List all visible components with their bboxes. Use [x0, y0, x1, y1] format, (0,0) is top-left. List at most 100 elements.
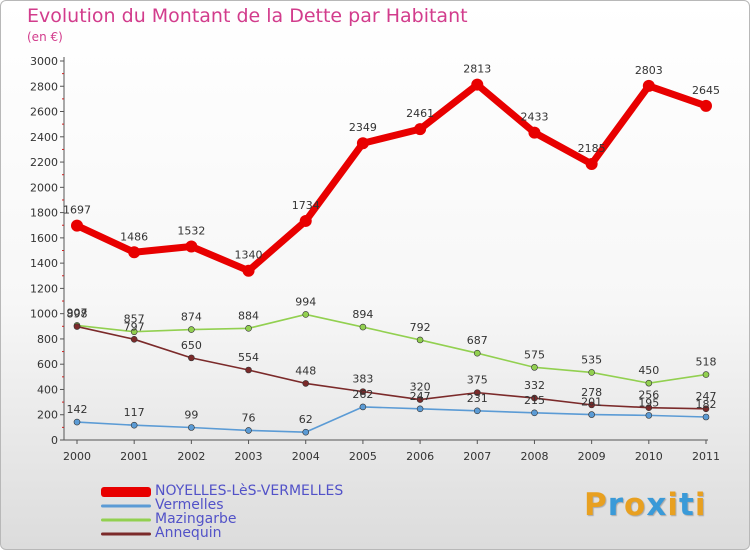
data-point-0 — [128, 246, 141, 259]
data-label-3: 383 — [352, 373, 373, 386]
series-line-3 — [76, 325, 707, 410]
y-tick-label: 600 — [37, 358, 58, 371]
legend-swatch-annequin — [101, 532, 151, 536]
x-tick-label: 2008 — [520, 450, 548, 463]
y-tick-label: 2800 — [30, 80, 58, 93]
legend-label-noyelles: NOYELLES-LèS-VERMELLES — [155, 483, 344, 499]
chart-title: Evolution du Montant de la Dette par Hab… — [27, 5, 468, 27]
data-point-1 — [645, 412, 653, 419]
data-label-2: 884 — [238, 309, 259, 322]
data-point-2 — [702, 371, 710, 378]
data-label-1: 247 — [410, 390, 431, 403]
data-point-2 — [588, 369, 595, 376]
data-label-3: 375 — [467, 374, 488, 387]
data-point-1 — [588, 411, 595, 418]
y-tick-label: 200 — [37, 409, 58, 422]
data-label-2: 687 — [467, 334, 488, 347]
x-tick-label: 2004 — [292, 450, 320, 463]
data-point-3 — [473, 389, 481, 396]
data-point-1 — [188, 424, 195, 431]
data-point-0 — [299, 214, 312, 227]
series-line-2 — [76, 313, 707, 384]
data-label-0: 2433 — [520, 111, 548, 124]
data-label-1: 76 — [242, 411, 256, 424]
data-point-0 — [71, 219, 83, 232]
data-label-0: 1734 — [292, 199, 320, 212]
data-label-3: 247 — [696, 390, 717, 403]
y-tick-label: 0 — [51, 434, 58, 447]
legend-label-mazingarbe: Mazingarbe — [155, 511, 237, 527]
data-label-2: 518 — [696, 356, 717, 369]
data-label-1: 99 — [184, 408, 198, 421]
data-point-2 — [359, 323, 367, 331]
data-label-2: 792 — [410, 321, 431, 334]
logo-letter: o — [624, 487, 647, 523]
data-point-0 — [356, 137, 369, 150]
data-label-2: 994 — [295, 295, 316, 308]
y-tick-label: 2200 — [30, 156, 58, 169]
data-point-3 — [188, 354, 195, 362]
logo-letter: i — [667, 487, 679, 523]
data-label-3: 898 — [67, 308, 88, 321]
data-point-1 — [302, 428, 310, 436]
chart-subtitle: (en €) — [27, 30, 63, 44]
legend-label-annequin: Annequin — [155, 525, 222, 541]
data-label-2: 575 — [524, 348, 545, 361]
data-point-0 — [528, 126, 541, 139]
data-point-0 — [414, 123, 427, 136]
data-label-3: 256 — [638, 389, 659, 402]
x-tick-label: 2001 — [120, 450, 148, 463]
data-label-1: 62 — [299, 413, 313, 426]
data-point-1 — [245, 427, 252, 434]
data-point-3 — [416, 396, 424, 403]
data-label-0: 1532 — [177, 224, 205, 237]
legend-swatch-mazingarbe — [101, 518, 151, 522]
x-tick-label: 2006 — [406, 450, 434, 463]
data-label-3: 320 — [410, 381, 431, 394]
proxiti-logo: Proxiti — [584, 487, 706, 523]
data-label-0: 1486 — [120, 230, 148, 243]
data-label-0: 2349 — [349, 121, 377, 134]
data-point-1 — [473, 407, 481, 415]
y-tick-label: 1400 — [30, 257, 58, 270]
data-label-2: 894 — [352, 308, 373, 321]
x-tick-label: 2009 — [578, 450, 606, 463]
data-point-2 — [130, 328, 138, 336]
data-label-0: 2185 — [578, 142, 606, 155]
data-label-1: 201 — [581, 396, 602, 409]
data-label-1: 262 — [352, 388, 373, 401]
data-point-1 — [416, 405, 424, 413]
data-label-2: 907 — [67, 306, 88, 319]
legend-swatch-noyelles — [101, 487, 151, 497]
series-line-1 — [76, 406, 707, 433]
data-label-2: 450 — [638, 364, 659, 377]
y-tick-label: 1000 — [30, 308, 58, 321]
data-point-2 — [473, 349, 481, 357]
data-label-0: 1340 — [235, 249, 263, 262]
y-tick-label: 400 — [37, 383, 58, 396]
data-point-3 — [645, 404, 653, 411]
data-point-2 — [245, 325, 252, 332]
data-label-2: 857 — [124, 313, 145, 326]
x-tick-label: 2010 — [635, 450, 663, 463]
y-tick-label: 1800 — [30, 207, 58, 220]
data-point-3 — [702, 405, 710, 413]
data-point-0 — [585, 157, 598, 170]
data-point-0 — [471, 78, 484, 91]
data-point-0 — [185, 240, 198, 253]
data-point-1 — [531, 409, 538, 417]
data-label-0: 2803 — [635, 64, 663, 77]
data-label-3: 650 — [181, 339, 202, 352]
data-label-3: 554 — [238, 351, 259, 364]
data-point-2 — [302, 311, 310, 318]
data-label-0: 2645 — [692, 84, 720, 97]
x-tick-label: 2000 — [63, 450, 91, 463]
y-tick-label: 2600 — [30, 106, 58, 119]
x-tick-label: 2011 — [692, 450, 720, 463]
data-point-1 — [130, 421, 138, 429]
data-label-1: 231 — [467, 392, 488, 405]
y-tick-label: 2400 — [30, 131, 58, 144]
data-point-0 — [242, 264, 255, 277]
data-point-3 — [302, 380, 310, 387]
